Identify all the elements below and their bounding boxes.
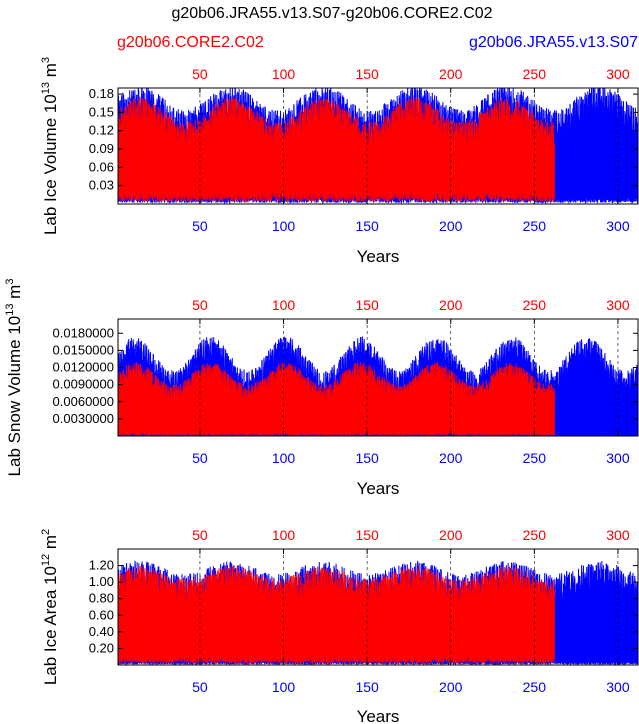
- y-axis-label: Lab Ice Area 1012 m2: [40, 529, 60, 685]
- x-tick-label-top: 100: [272, 297, 296, 313]
- x-tick-label-bottom: 100: [272, 679, 296, 695]
- y-tick-label: 0.03: [89, 178, 114, 193]
- x-tick-label-top: 150: [355, 297, 379, 313]
- y-axis-label: Lab Ice Volume 1013 m3: [40, 57, 60, 235]
- x-tick-label-bottom: 150: [355, 679, 379, 695]
- x-tick-label-bottom: 200: [439, 679, 463, 695]
- x-tick-label-top: 250: [523, 527, 547, 543]
- x-tick-label-bottom: 200: [439, 450, 463, 466]
- y-tick-label: 0.0120000: [53, 360, 114, 375]
- x-tick-label-top: 200: [439, 66, 463, 82]
- figure-title: g20b06.JRA55.v13.S07-g20b06.CORE2.C02: [171, 5, 492, 22]
- x-tick-label-top: 250: [523, 66, 547, 82]
- y-tick-label: 0.0180000: [53, 325, 114, 340]
- x-tick-label-bottom: 50: [192, 679, 208, 695]
- y-tick-label: 0.0060000: [53, 394, 114, 409]
- panel-3: 50501001001501502002002502503003000.200.…: [40, 527, 639, 724]
- x-tick-label-top: 200: [439, 527, 463, 543]
- legend-core2-label: g20b06.CORE2.C02: [117, 34, 264, 51]
- x-tick-label-top: 200: [439, 297, 463, 313]
- x-tick-label-bottom: 300: [606, 450, 630, 466]
- panel-2: 50 50 100 100 150 150 200 200 250 250 300 300 0.0030…: [4, 279, 639, 498]
- y-tick-label: 0.0090000: [53, 377, 114, 392]
- y-tick-label: 0.20: [89, 640, 114, 655]
- y-tick-label: 0.0030000: [53, 411, 114, 426]
- x-tick-label-bottom: 150: [355, 218, 379, 234]
- series-group: [118, 560, 638, 665]
- x-tick-label-bottom: 250: [523, 450, 547, 466]
- x-tick-label-top: 50: [192, 66, 208, 82]
- x-tick-label-top: 50: [192, 297, 208, 313]
- x-tick-label-top: 100: [272, 527, 296, 543]
- x-tick-label-top: 300: [606, 66, 630, 82]
- y-tick-label: 0.12: [89, 123, 114, 138]
- y-tick-label: 0.0150000: [53, 342, 114, 357]
- y-tick-label: 0.06: [89, 159, 114, 174]
- x-tick-label-bottom: 100: [272, 218, 296, 234]
- x-tick-label-top: 100: [272, 66, 296, 82]
- series-line-core2: [118, 565, 555, 665]
- x-tick-label-bottom: 50: [192, 450, 208, 466]
- x-tick-label-bottom: 250: [523, 679, 547, 695]
- x-axis-label: Years: [357, 247, 400, 266]
- x-tick-label-top: 150: [355, 66, 379, 82]
- x-tick-label-bottom: 200: [439, 218, 463, 234]
- x-tick-label-bottom: 100: [272, 450, 296, 466]
- x-axis-label: Years: [357, 479, 400, 498]
- panels: 50 50 100 100 150 150 200 200 250 250 300 300 0.03 0.…: [4, 57, 639, 724]
- series-group: [118, 336, 638, 436]
- x-tick-label-bottom: 150: [355, 450, 379, 466]
- y-tick-label: 0.15: [89, 104, 114, 119]
- y-tick-label: 0.18: [89, 86, 114, 101]
- x-axis-label: Years: [357, 707, 400, 724]
- y-tick-label: 0.60: [89, 607, 114, 622]
- x-tick-label-top: 250: [523, 297, 547, 313]
- legend-jra55-label: g20b06.JRA55.v13.S07: [469, 34, 638, 51]
- y-tick-label: 1.20: [89, 558, 114, 573]
- x-tick-label-top: 300: [606, 527, 630, 543]
- x-tick-label-top: 150: [355, 527, 379, 543]
- plot-frame: [117, 318, 639, 437]
- x-tick-label-top: 300: [606, 297, 630, 313]
- plot-frame: [117, 87, 639, 205]
- y-tick-label: 0.40: [89, 624, 114, 639]
- x-tick-label-bottom: 300: [606, 218, 630, 234]
- x-tick-label-bottom: 250: [523, 218, 547, 234]
- series-line-core2: [118, 361, 555, 436]
- y-tick-label: 0.80: [89, 591, 114, 606]
- y-tick-label: 1.00: [89, 574, 114, 589]
- series-line-core2: [118, 96, 555, 203]
- y-axis-label: Lab Snow Volume 1013 m3: [4, 279, 24, 477]
- x-tick-label-top: 50: [192, 527, 208, 543]
- series-group: [118, 88, 638, 204]
- plot-frame: [117, 548, 639, 666]
- y-tick-label: 0.09: [89, 141, 114, 156]
- x-tick-label-bottom: 50: [192, 218, 208, 234]
- x-tick-label-bottom: 300: [606, 679, 630, 695]
- panel-1: 50 50 100 100 150 150 200 200 250 250 300 300 0.03 0.…: [40, 57, 639, 266]
